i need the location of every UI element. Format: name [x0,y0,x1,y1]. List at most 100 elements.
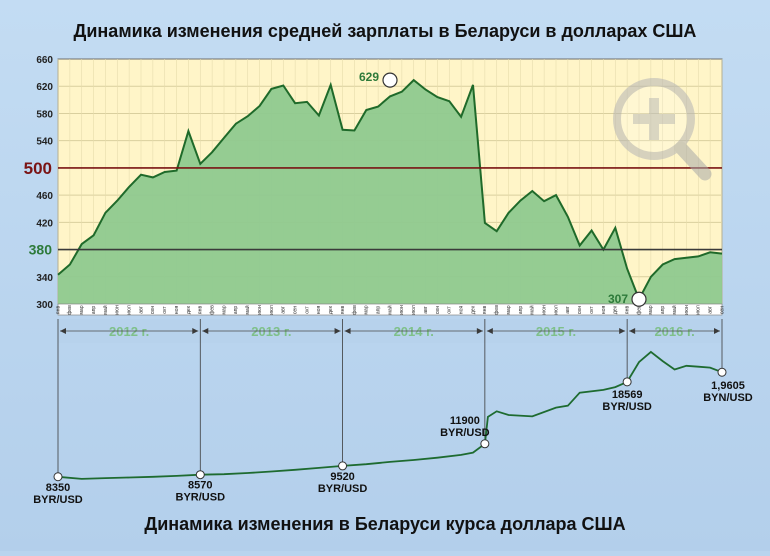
month-tick-label: янв [482,306,488,315]
month-tick-label: янв [55,306,61,315]
month-tick-label: апр [518,306,524,315]
salary-extreme-marker [631,291,647,307]
year-label: 2015 г. [536,324,576,339]
rate-unit-label: BYN/USD [703,392,753,404]
reference-lines: 500 380 [24,159,722,258]
arrow-head-right [476,328,483,334]
month-tick-label: май [529,305,536,314]
salary-extreme-label: 307 [608,292,628,306]
year-label: 2016 г. [654,324,694,339]
month-tick-label: май [102,305,109,314]
y-tick-label: 340 [36,273,53,284]
month-tick-label: апр [91,306,97,315]
arrow-head-right [334,328,341,334]
month-tick-label: мар [79,305,85,314]
rate-point-marker [717,367,727,377]
year-label: 2014 г. [394,324,434,339]
month-tick-label: ноя [601,306,607,315]
month-tick-label: окт [447,306,453,314]
reference-label-500: 500 [24,159,52,178]
month-tick-label: сен [435,306,441,314]
month-tick-label: авг [708,306,714,314]
month-tick-label: авг [281,306,287,314]
month-tick-label: дек [613,305,619,314]
month-tick-label: ноя [316,306,322,315]
month-tick-label: апр [376,306,382,315]
month-tick-label: дек [470,305,476,314]
arrow-head-left [60,328,66,334]
month-tick-label: фев [494,305,500,315]
month-tick-label: июл [269,305,275,315]
arrow-head-left [344,328,351,334]
rate-point-marker [480,439,490,449]
month-tick-label: сен [150,306,156,314]
month-axis: янв фев мар апр май июн июл авг сен окт ноя дек янв ф… [55,303,725,316]
arrow-head-left [202,328,209,334]
year-label: 2013 г. [251,324,291,339]
month-tick-label: июн [542,305,548,315]
salary-area [57,78,723,304]
arrow-head-right [714,328,720,334]
month-tick-label: дек [328,305,334,314]
month-tick-label: июл [553,305,559,315]
month-tick-label: апр [660,306,666,315]
month-tick-label: июл [127,305,133,315]
month-tick-label: ноя [459,306,465,315]
month-tick-label: окт [589,306,595,314]
rate-value-label: 11900 [450,415,480,427]
month-tick-label: авг [565,306,571,314]
month-tick-label: фев [67,305,73,315]
month-tick-label: янв [198,306,204,315]
month-tick-label: фев [352,305,358,315]
month-tick-label: авг [138,306,144,314]
arrow-head-left [629,328,636,334]
month-tick-label: мар [221,305,227,314]
month-tick-label: май [244,305,251,314]
salary-extreme-marker [382,72,398,88]
month-tick-label: янв [625,306,631,315]
month-tick-label: сен [577,306,583,314]
month-tick-label: апр [233,306,239,315]
rate-value-label: 8350 [46,482,70,494]
month-tick-label: дек [186,305,192,314]
month-tick-label: май [671,305,678,314]
year-divider-lines [57,319,723,477]
rate-line [57,350,723,480]
month-tick-label: мар [364,305,370,314]
rate-unit-label: BYR/USD [440,427,490,439]
month-tick-label: ноя [174,306,180,315]
month-tick-label: окт [304,306,310,314]
bottom-chart-title: Динамика изменения в Беларуси курса долл… [144,514,625,534]
rate-point-marker [338,461,348,471]
annotations: 8350BYR/USD8570BYR/USD9520BYR/USD11900BY… [33,70,753,506]
year-axis: 2012 г. 2013 г. 2014 г. 2015 г. 2016 г. [58,319,722,343]
y-tick-label: 460 [36,191,53,202]
month-tick-label: окт [162,306,168,314]
rate-unit-label: BYR/USD [176,492,226,504]
rate-value-label: 1,9605 [711,380,745,392]
rate-point-marker [53,472,63,482]
zoom-icon[interactable] [613,78,712,181]
rate-value-label: 9520 [330,471,354,483]
rate-point-marker [622,377,632,387]
month-tick-label: фев [210,305,216,315]
month-tick-label: май [386,305,393,314]
y-tick-label: 580 [36,109,53,120]
y-tick-label: 620 [36,82,53,93]
month-tick-label: янв [340,306,346,315]
month-tick-label: июн [115,305,121,315]
month-band [57,303,723,316]
y-tick-label: 660 [36,55,53,66]
year-label: 2012 г. [109,324,149,339]
month-tick-label: сен [293,306,299,314]
rate-value-label: 8570 [188,480,212,492]
y-tick-label: 300 [36,300,53,311]
month-tick-label: июн [399,305,405,315]
salary-extreme-label: 629 [359,70,379,84]
month-tick-label: июл [411,305,417,315]
month-tick-label: сен [719,306,725,314]
month-tick-label: фев [636,305,642,315]
month-tick-label: июн [684,305,690,315]
